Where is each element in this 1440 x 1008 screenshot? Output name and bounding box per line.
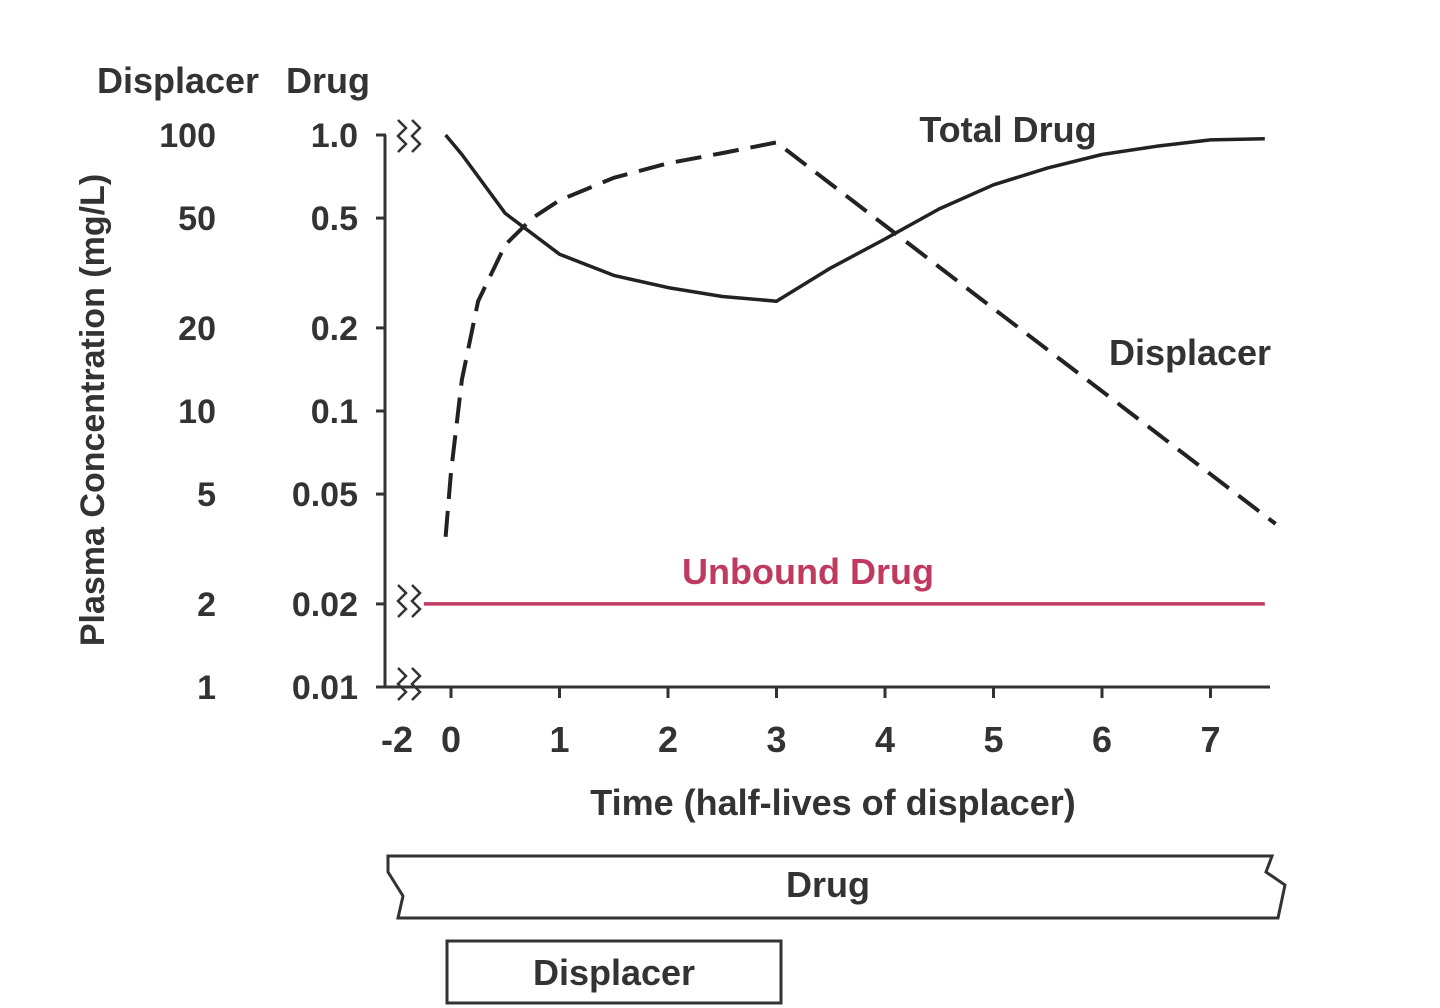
x-tick-label: 2 — [658, 719, 678, 760]
drug-dosing-bar — [386, 854, 1287, 920]
drug-axis-header: Drug — [286, 60, 370, 101]
displacer-tick-label: 50 — [178, 200, 216, 238]
drug-tick-label: 0.05 — [292, 476, 358, 514]
drug-tick-label: 0.2 — [311, 310, 358, 348]
displacer-tick-label: 10 — [178, 393, 216, 431]
drug-tick-label: 0.1 — [311, 393, 358, 431]
displacer-tick-label: 1 — [197, 669, 216, 707]
x-tick-label: -2 — [381, 719, 413, 760]
series-line-total-drug — [444, 133, 1265, 303]
y-axis-title: Plasma Concentration (mg/L) — [74, 174, 112, 646]
series-layer — [423, 133, 1277, 606]
drug-tick-label: 1.0 — [311, 117, 358, 155]
x-tick-label: 5 — [983, 719, 1003, 760]
displacer-dosing-label: Displacer — [533, 952, 695, 993]
x-tick-label: 3 — [766, 719, 786, 760]
x-axis-title: Time (half-lives of displacer) — [590, 782, 1075, 823]
x-tick-label: 1 — [549, 719, 569, 760]
x-tick-label: 7 — [1200, 719, 1220, 760]
drug-dosing-label: Drug — [786, 864, 870, 905]
x-tick-label: 6 — [1092, 719, 1112, 760]
series-line-displacer — [443, 140, 1277, 537]
x-ticks: -2 0 1 2 3 4 5 6 7 — [381, 687, 1221, 760]
axis-break-icon — [396, 119, 422, 701]
drug-tick-label: 0.02 — [292, 586, 358, 624]
x-tick-label: 0 — [441, 719, 461, 760]
displacer-dosing-bar — [445, 939, 783, 1005]
displacer-tick-label: 5 — [197, 476, 216, 514]
series-label-total-drug: Total Drug — [919, 109, 1096, 150]
drug-tick-label: 0.01 — [292, 669, 358, 707]
series-label-unbound-drug: Unbound Drug — [682, 551, 934, 592]
drug-tick-label: 0.5 — [311, 200, 358, 238]
y-ticks: 1.0 100 0.5 50 0.2 20 0.1 10 0.05 5 0.02 2 0.01 1 — [159, 117, 386, 707]
displacer-tick-label: 20 — [178, 310, 216, 348]
x-tick-label: 4 — [875, 719, 895, 760]
displacer-axis-header: Displacer — [97, 60, 259, 101]
displacer-tick-label: 100 — [159, 117, 216, 155]
series-label-displacer: Displacer — [1109, 332, 1271, 373]
displacer-tick-label: 2 — [197, 586, 216, 624]
